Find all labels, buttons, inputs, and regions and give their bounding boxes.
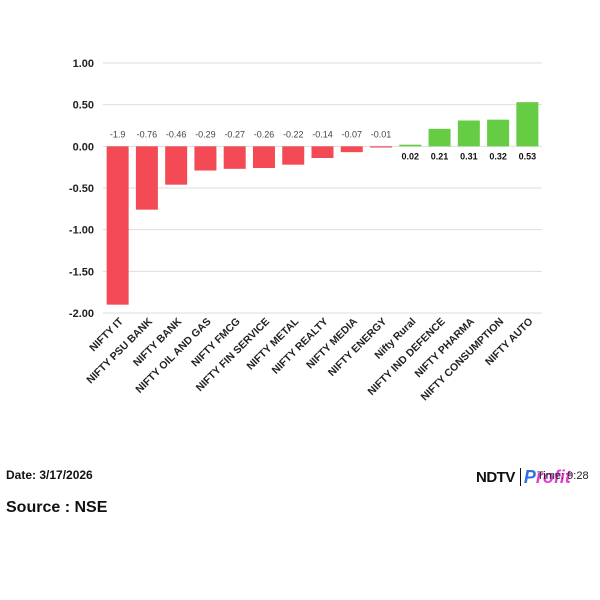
bar — [487, 119, 510, 147]
bar — [223, 146, 246, 169]
profit-rest: rofit — [535, 466, 571, 487]
data-label: 0.31 — [460, 151, 478, 161]
bar — [340, 146, 363, 153]
source-label: Source : NSE — [6, 499, 108, 516]
bar — [135, 146, 158, 210]
y-tick-label: -1.00 — [69, 225, 94, 237]
data-label: -0.14 — [312, 129, 333, 139]
data-label: -0.29 — [195, 129, 216, 139]
data-label: -0.27 — [224, 129, 245, 139]
y-tick-label: -2.00 — [69, 308, 94, 320]
data-label: -0.46 — [166, 129, 187, 139]
y-tick-label: 0.50 — [73, 100, 94, 112]
ndtv-profit-logo: NDTV Profit — [476, 466, 571, 488]
logo-divider — [519, 468, 521, 486]
data-label: 0.02 — [402, 151, 420, 161]
bar — [516, 102, 539, 147]
bar — [428, 128, 451, 147]
data-label: -0.22 — [283, 129, 304, 139]
time-label: Time: 9:28 — [537, 470, 589, 482]
bar — [282, 146, 305, 165]
data-label: 0.21 — [431, 151, 449, 161]
data-label: -0.76 — [137, 129, 158, 139]
profit-wordmark: Profit — [524, 467, 571, 488]
bar-chart: 1.000.500.00-0.50-1.00-1.50-2.00-1.9NIFT… — [69, 58, 542, 403]
date-label: Date: 3/17/2026 — [6, 468, 93, 482]
data-label: 0.53 — [519, 151, 537, 161]
data-label: -0.01 — [371, 129, 392, 139]
data-label: -0.07 — [342, 129, 363, 139]
y-tick-label: 0.00 — [73, 141, 94, 153]
bar — [457, 120, 480, 147]
bar — [311, 146, 334, 158]
bar — [252, 146, 275, 168]
bar — [106, 146, 129, 305]
ndtv-wordmark: NDTV — [476, 468, 515, 486]
data-label: 0.32 — [489, 151, 507, 161]
y-tick-label: 1.00 — [73, 58, 94, 70]
bar — [370, 146, 393, 148]
bar — [399, 144, 422, 147]
data-label: -0.26 — [254, 129, 275, 139]
bar — [194, 146, 217, 171]
y-tick-label: -1.50 — [69, 266, 94, 278]
data-label: -1.9 — [110, 129, 126, 139]
y-tick-label: -0.50 — [69, 183, 94, 195]
bar — [165, 146, 188, 185]
profit-initial: P — [523, 466, 536, 487]
